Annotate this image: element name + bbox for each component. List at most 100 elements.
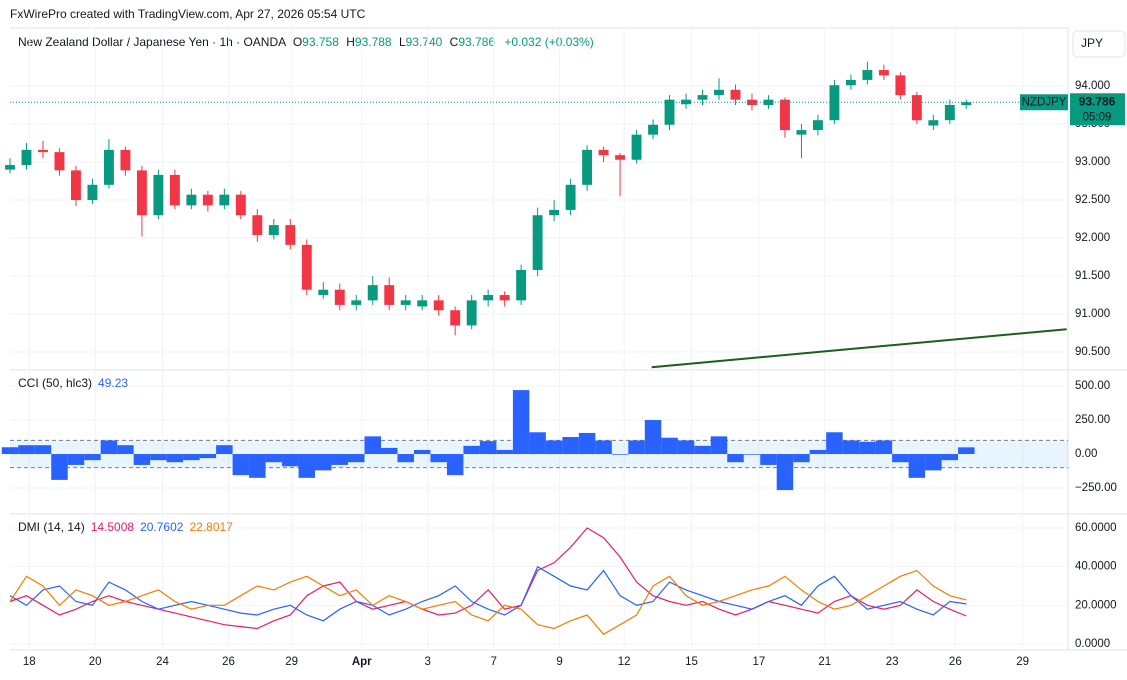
- x-tick-label: 23: [886, 656, 899, 668]
- candle-body: [565, 184, 576, 210]
- candle-body: [417, 300, 428, 307]
- candle-body: [202, 194, 213, 206]
- cci-bar: [710, 436, 728, 455]
- cci-bar: [908, 454, 926, 478]
- x-tick-label: 17: [752, 656, 765, 668]
- y-tick-label: −250.00: [1075, 482, 1117, 494]
- candle-body: [714, 89, 724, 96]
- candle-body: [268, 225, 279, 235]
- ohlc-value: 93.740: [406, 35, 443, 49]
- candle-body: [38, 149, 48, 153]
- y-tick-label: 91.000: [1075, 308, 1110, 320]
- indicator-legend: DMI (14, 14) 14.5008 20.7602 22.8017: [18, 520, 233, 534]
- cci-bar: [249, 454, 266, 478]
- cci-bar: [661, 437, 678, 455]
- x-tick-label: 15: [685, 656, 698, 668]
- candle-body: [136, 170, 147, 216]
- candle-body: [252, 215, 263, 235]
- cci-bar: [859, 441, 876, 455]
- currency[interactable]: JPY: [1081, 36, 1103, 50]
- candle-body: [812, 120, 823, 131]
- dmi-line: [9, 569, 967, 636]
- cci-bar: [100, 440, 118, 455]
- cci-bar: [1, 447, 19, 455]
- cci-bar: [479, 441, 497, 455]
- ohlc-value: 93.786: [458, 35, 495, 49]
- candle-body: [763, 99, 774, 105]
- ohlc-key: O: [293, 35, 302, 49]
- cci-bar: [529, 432, 546, 455]
- cci-bar: [925, 454, 942, 471]
- candle-body: [235, 194, 246, 216]
- ohlc-key: H: [346, 35, 355, 49]
- x-tick-label: 18: [23, 656, 36, 668]
- x-tick-label: 26: [222, 656, 235, 668]
- x-tick-label: 20: [89, 656, 102, 668]
- candle-body: [21, 149, 32, 166]
- candle-body: [598, 149, 609, 156]
- cci-bar: [892, 454, 909, 463]
- candle-body: [71, 170, 81, 201]
- cci-bar: [216, 445, 233, 455]
- x-tick-label: 12: [618, 656, 631, 668]
- candle-body: [400, 300, 411, 305]
- candle-body: [730, 89, 741, 100]
- y-tick-label: 500.00: [1075, 380, 1110, 392]
- price-tag: [1070, 93, 1125, 126]
- y-tick-label: 20.0000: [1075, 599, 1117, 611]
- candle-body: [961, 102, 972, 105]
- dmi-line: [9, 527, 967, 630]
- candle-body: [103, 149, 114, 185]
- candle-body: [186, 194, 197, 206]
- currency-button[interactable]: [1072, 30, 1126, 58]
- cci-bar: [677, 440, 695, 455]
- candle-body: [499, 295, 510, 301]
- cci-bar: [380, 447, 398, 455]
- cci-bar: [496, 449, 513, 455]
- cci-bar: [842, 440, 860, 455]
- countdown: 05:09: [1083, 111, 1112, 123]
- y-tick-label: 250.00: [1075, 414, 1110, 426]
- x-tick-label: 29: [1016, 656, 1029, 668]
- y-tick-label: 91.500: [1075, 270, 1110, 282]
- cci-bar: [18, 445, 35, 455]
- candle-body: [433, 300, 444, 311]
- cci-bar: [150, 454, 167, 461]
- symbol-tag: [1020, 94, 1068, 111]
- cci-bar: [166, 454, 184, 463]
- cci-bar: [826, 432, 843, 455]
- cci-bar: [595, 440, 612, 455]
- candle-body: [219, 194, 230, 206]
- candle-body: [928, 120, 939, 126]
- y-tick-label: 93.000: [1075, 156, 1110, 168]
- y-tick-label: 60.0000: [1075, 522, 1117, 534]
- cci-bar: [199, 454, 217, 459]
- cci-bar: [51, 454, 68, 480]
- cci-bar: [315, 454, 332, 471]
- cci-bar: [545, 440, 563, 455]
- candle-body: [450, 310, 461, 326]
- cci-bar: [413, 449, 431, 455]
- x-tick-label: 29: [285, 656, 298, 668]
- indicator-name: CCI (50, hlc3): [18, 376, 92, 390]
- candle-body: [532, 215, 543, 270]
- cci-bar: [562, 437, 579, 455]
- candle-body: [516, 269, 527, 301]
- y-tick-label: 92.500: [1075, 194, 1110, 206]
- candle-body: [54, 152, 65, 171]
- candle-body: [351, 300, 362, 305]
- cci-bar: [348, 454, 365, 463]
- candle-body: [681, 99, 691, 105]
- cci-bar: [84, 454, 101, 461]
- symbol: NZDJPY: [1022, 96, 1067, 108]
- cci-bar: [265, 454, 283, 463]
- credit: FxWirePro created with TradingView.com, …: [10, 7, 366, 21]
- legend-value: 14.5008: [91, 520, 135, 534]
- candle-body: [615, 155, 626, 160]
- y-tick-label: 92.000: [1075, 232, 1110, 244]
- x-tick-label: 26: [949, 656, 962, 668]
- legend-value: 22.8017: [189, 520, 233, 534]
- candle-body: [878, 70, 889, 76]
- candle-body: [648, 124, 658, 135]
- candle-body: [796, 130, 807, 135]
